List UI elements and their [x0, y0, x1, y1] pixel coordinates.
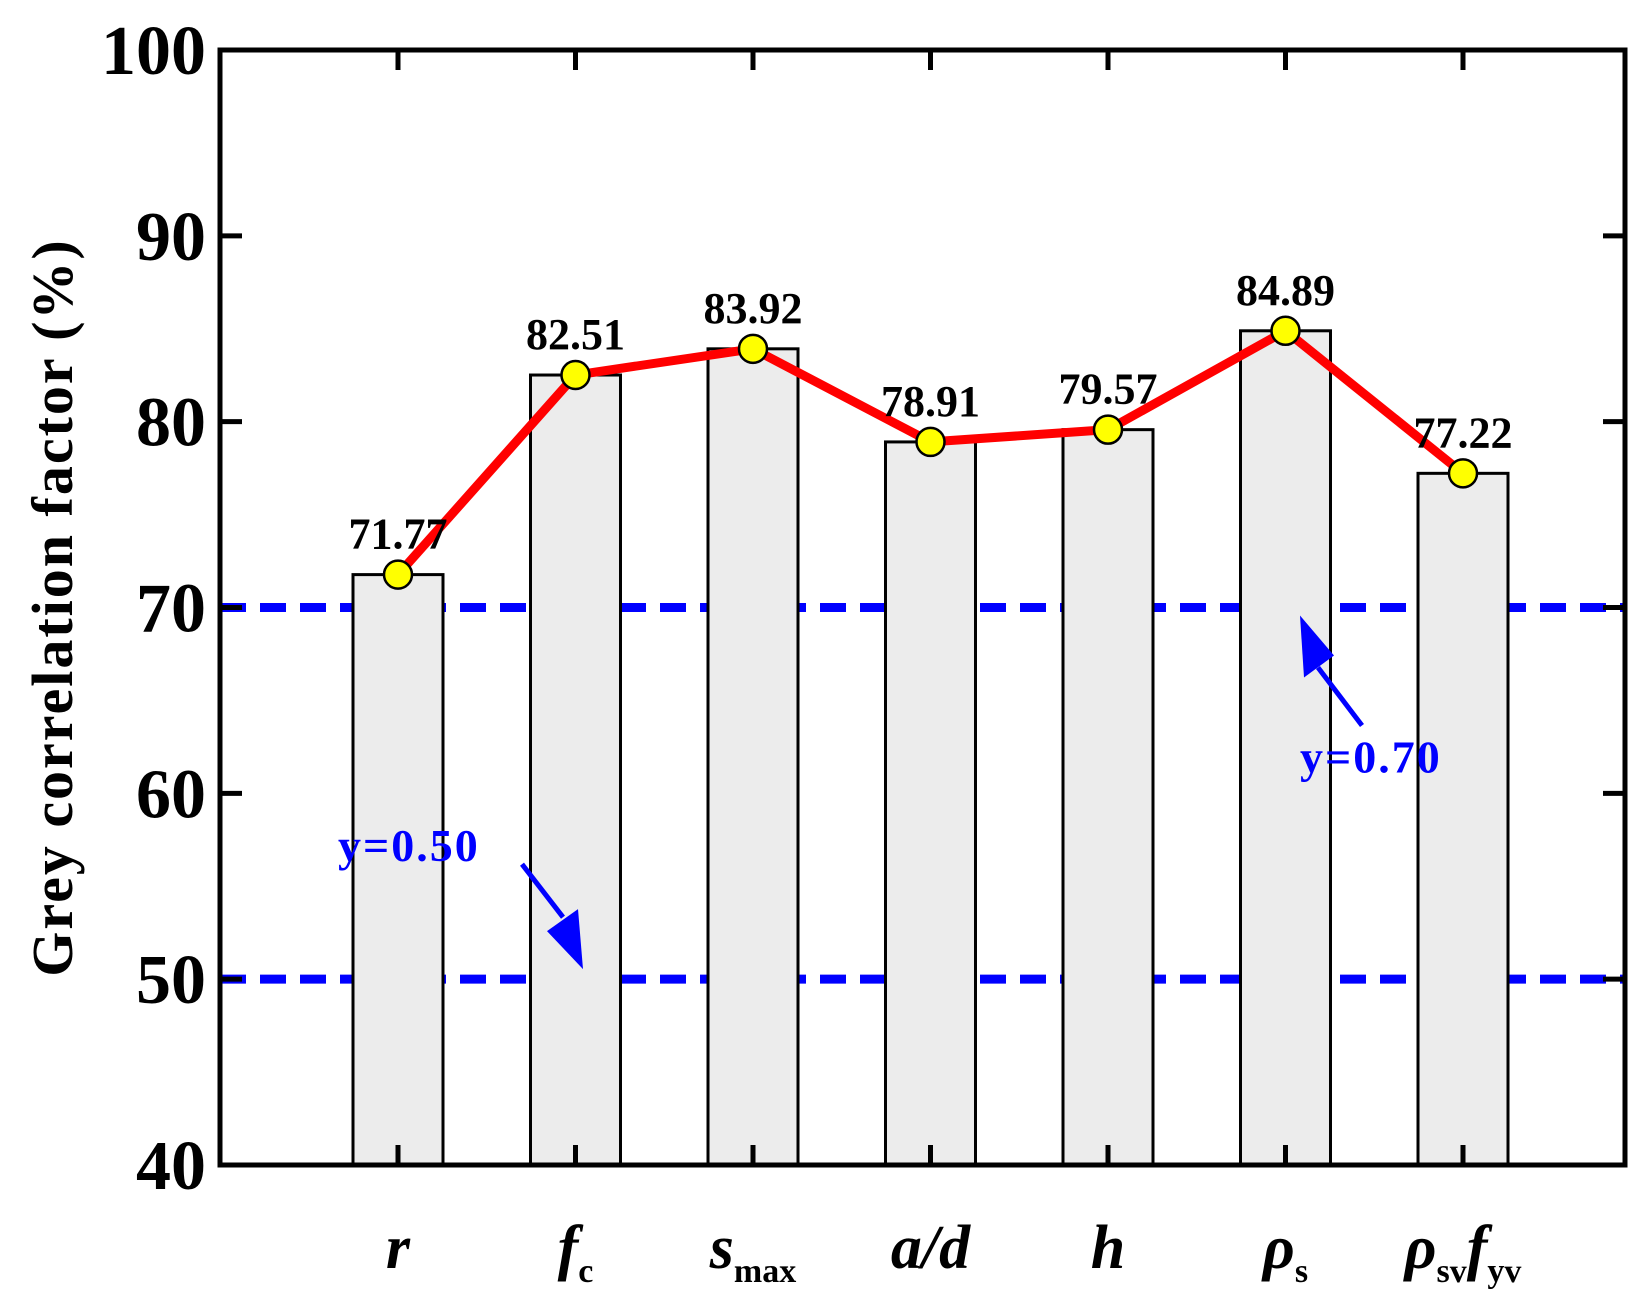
- y-tick-label-80: 80: [136, 385, 206, 462]
- arrow-head-50: [547, 909, 583, 970]
- y-tick-label-100: 100: [101, 13, 206, 90]
- bar-5: [1239, 329, 1332, 1167]
- x-tick-label-sub: c: [578, 1253, 593, 1290]
- data-label-4: 79.57: [1059, 365, 1158, 414]
- y-ticks: 40 50 60 70 80 90 100: [101, 13, 1625, 1205]
- data-label-3: 78.91: [881, 377, 980, 426]
- marker-1: [560, 359, 591, 391]
- bar-6: [1416, 471, 1510, 1167]
- marker-4: [1092, 414, 1124, 445]
- x-tick-label-main: a/d: [891, 1214, 971, 1282]
- x-tick-label-sub2: yv: [1487, 1253, 1521, 1290]
- x-tick-label-2: smax: [709, 1214, 796, 1290]
- reference-label-50: y=0.50: [338, 820, 480, 871]
- x-tick-label-4: h: [1091, 1214, 1125, 1282]
- y-tick-label-90: 90: [136, 199, 206, 276]
- x-tick-label-5: ρs: [1261, 1214, 1308, 1290]
- arrow-shaft-70: [1316, 665, 1364, 728]
- bar-4: [1061, 428, 1155, 1167]
- marker-3: [915, 426, 946, 458]
- x-tick-label-6: ρsvfyv: [1403, 1214, 1522, 1290]
- arrow-shaft-50: [520, 862, 565, 919]
- bar-1: [529, 373, 622, 1167]
- data-label-2: 83.92: [704, 284, 803, 333]
- y-tick-label-70: 70: [136, 571, 206, 648]
- data-label-6: 77.22: [1414, 408, 1513, 457]
- x-tick-label-3: a/d: [891, 1214, 971, 1282]
- data-label-1: 82.51: [526, 310, 625, 359]
- y-tick-label-50: 50: [136, 942, 206, 1019]
- data-label-0: 71.77: [349, 510, 448, 559]
- bar-2: [706, 347, 800, 1167]
- markers: [382, 315, 1479, 590]
- x-tick-label-sub: max: [734, 1253, 796, 1290]
- reference-label-70: y=0.70: [1300, 732, 1442, 783]
- x-tick-label-main: ρ: [1261, 1214, 1295, 1282]
- y-axis-label: Grey correlation factor (%): [20, 238, 85, 976]
- x-tick-label-sub: s: [1295, 1253, 1308, 1290]
- x-tick-label-main: r: [386, 1214, 411, 1282]
- x-tick-label-main: s: [709, 1214, 734, 1282]
- data-label-5: 84.89: [1236, 266, 1335, 315]
- marker-5: [1270, 315, 1301, 347]
- arrow-head-70: [1300, 615, 1334, 678]
- y-tick-label-40: 40: [136, 1128, 206, 1205]
- marker-6: [1447, 458, 1479, 489]
- y-tick-label-60: 60: [136, 756, 206, 833]
- bar-3: [884, 440, 977, 1167]
- x-tick-label-1: fc: [558, 1214, 594, 1290]
- x-tick-label-main: h: [1091, 1214, 1125, 1282]
- marker-0: [382, 559, 414, 590]
- x-tick-label-main: ρ: [1403, 1214, 1437, 1282]
- data-labels: 71.77 82.51 83.92 78.91 79.57 84.89 77.22: [349, 266, 1513, 559]
- x-tick-label-0: r: [386, 1214, 411, 1282]
- marker-2: [737, 333, 769, 365]
- x-labels: r fc smax a/d h ρs ρsvfyv: [386, 50, 1521, 1290]
- x-tick-label-sub: sv: [1437, 1253, 1467, 1290]
- annotations: y=0.70 y=0.50: [338, 615, 1442, 970]
